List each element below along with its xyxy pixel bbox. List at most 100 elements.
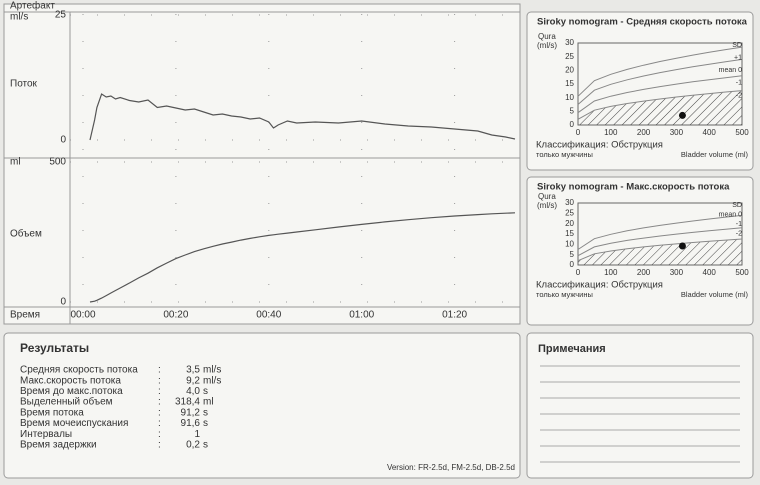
classification: Классификация: Обструкция [536, 140, 663, 151]
y-unit: (ml/s) [537, 41, 557, 50]
y-tick-label: 5 [570, 106, 575, 115]
result-label: Время до макс.потока [20, 386, 123, 397]
data-point [678, 242, 686, 250]
result-colon: : [158, 375, 161, 386]
hatch-area [578, 239, 742, 265]
nomogram-panel [526, 11, 754, 171]
note: только мужчины [536, 150, 593, 159]
y-label: Поток [10, 79, 38, 90]
y-label: Qura [538, 192, 556, 201]
reference-curve [577, 238, 743, 262]
reference-curve [577, 58, 743, 105]
curve-label: mean 0 [719, 67, 742, 74]
curve-label: mean 0 [719, 211, 742, 218]
x-label: Bladder volume (ml) [681, 290, 749, 299]
x-tick-label: 00:00 [70, 310, 95, 321]
curve-label: -2 [736, 230, 742, 237]
x-tick-label: 0 [576, 128, 581, 137]
curve-label: +1 [734, 54, 742, 61]
result-colon: : [158, 407, 161, 418]
x-tick-label: 300 [670, 268, 684, 277]
y-tick-label: 10 [565, 239, 574, 248]
y-tick-label: 5 [570, 250, 575, 259]
reference-curve [577, 227, 743, 257]
hatch-area [578, 90, 742, 125]
y-tick-label: 0 [60, 135, 66, 146]
result-label: Макс.скорость потока [20, 375, 121, 386]
x-tick-label: 01:00 [349, 310, 374, 321]
x-tick-label: 500 [735, 128, 749, 137]
reference-curve [577, 214, 743, 250]
y-tick-label: 15 [565, 79, 574, 88]
result-value: 318,4 [175, 397, 200, 408]
result-colon: : [158, 386, 161, 397]
result-value: 3,5 [186, 365, 200, 376]
results-panel [3, 332, 521, 479]
x-label: Время [10, 310, 40, 321]
result-unit: s [203, 418, 208, 429]
y-unit: ml [10, 157, 21, 168]
data-line [89, 93, 516, 141]
x-tick-label: 500 [735, 268, 749, 277]
result-unit: ml [203, 397, 214, 408]
reference-curve [577, 46, 743, 97]
y-tick-label: 30 [565, 198, 574, 207]
note: только мужчины [536, 290, 593, 299]
result-label: Выделенный объем [20, 396, 113, 408]
result-colon: : [158, 440, 161, 451]
x-tick-label: 200 [637, 128, 651, 137]
y-tick-label: 25 [55, 10, 67, 21]
result-label: Время задержки [20, 440, 97, 451]
result-label: Средняя скорость потока [20, 365, 138, 376]
y-tick-label: 30 [565, 38, 574, 47]
curve-label: -1 [736, 221, 742, 228]
artifact-label: Артефакт [10, 0, 55, 12]
x-tick-label: 400 [703, 268, 717, 277]
x-tick-label: 01:20 [442, 310, 467, 321]
y-tick-label: 25 [565, 208, 574, 217]
y-label: Объем [10, 228, 42, 240]
x-tick-label: 00:20 [163, 310, 188, 321]
result-colon: : [158, 365, 161, 376]
result-colon: : [158, 418, 161, 429]
x-tick-label: 100 [604, 128, 618, 137]
y-unit: (ml/s) [537, 201, 557, 210]
nomogram-title: Siroky nomogram - Средняя скорость поток… [537, 17, 748, 28]
curve-label: SD [732, 42, 742, 49]
x-tick-label: 00:40 [256, 310, 281, 321]
result-label: Интервалы [20, 429, 72, 440]
data-point [678, 111, 686, 119]
y-tick-label: 15 [565, 229, 574, 238]
y-tick-label: 0 [570, 260, 575, 269]
y-tick-label: 20 [565, 65, 574, 74]
result-unit: s [203, 407, 208, 418]
curve-label: -2 [736, 92, 742, 99]
reference-curve [577, 75, 743, 114]
y-tick-label: 10 [565, 93, 574, 102]
result-label: Время потока [20, 407, 84, 418]
y-tick-label: 20 [565, 219, 574, 228]
result-value: 4,0 [186, 386, 200, 397]
x-tick-label: 0 [576, 268, 581, 277]
result-value: 1 [194, 429, 200, 440]
y-tick-label: 25 [565, 52, 574, 61]
result-value: 91,6 [181, 418, 201, 429]
result-value: 9,2 [186, 375, 200, 386]
x-label: Bladder volume (ml) [681, 150, 749, 159]
y-tick-label: 500 [49, 157, 66, 168]
result-colon: : [158, 397, 161, 408]
result-value: 91,2 [181, 407, 201, 418]
reference-curve [577, 90, 743, 120]
result-value: 0,2 [186, 440, 200, 451]
notes-title: Примечания [538, 343, 606, 355]
result-unit: ml/s [203, 365, 221, 376]
result-unit: s [203, 440, 208, 451]
y-tick-label: 0 [60, 297, 66, 308]
result-colon: : [158, 429, 161, 440]
result-unit: s [203, 386, 208, 397]
x-tick-label: 200 [637, 268, 651, 277]
x-tick-label: 100 [604, 268, 618, 277]
notes-panel [526, 332, 754, 479]
note-lines [540, 365, 740, 463]
